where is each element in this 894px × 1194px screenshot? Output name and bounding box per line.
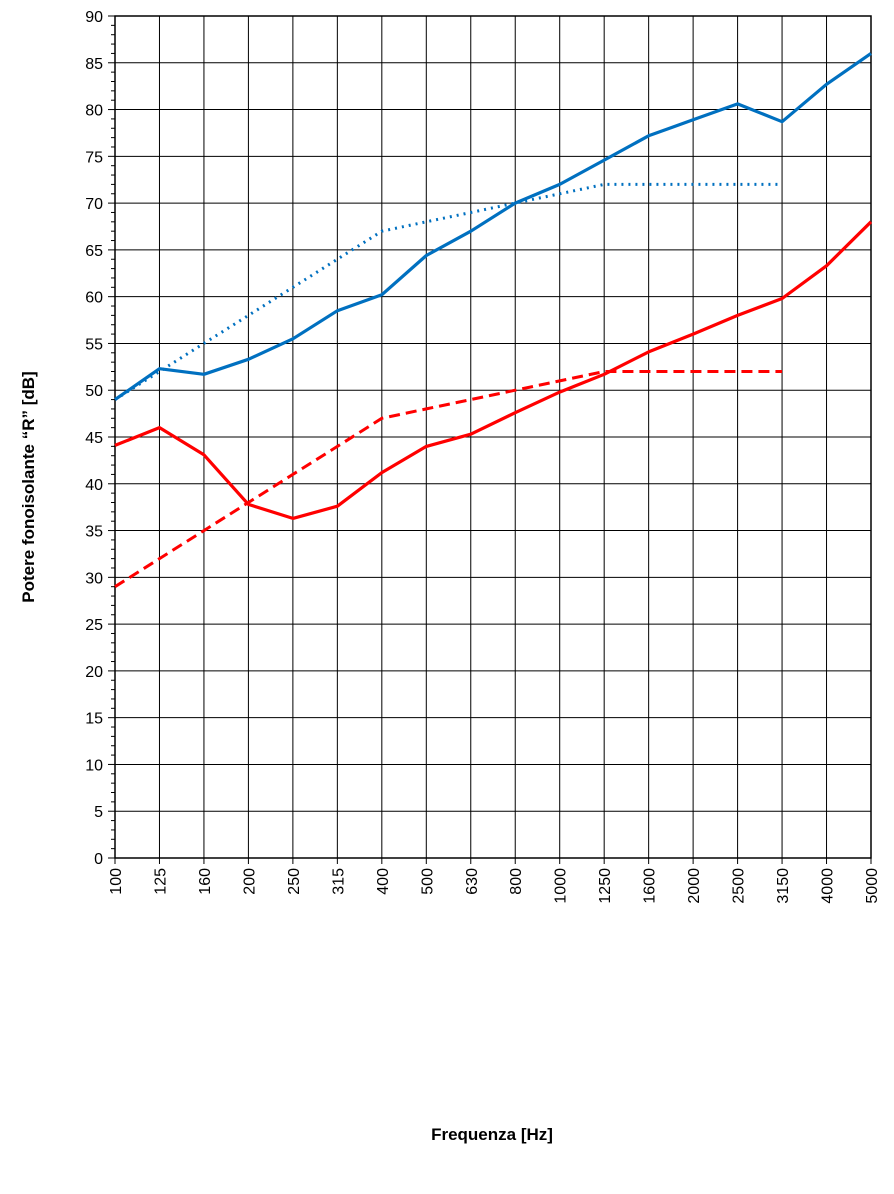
axes xyxy=(108,15,872,864)
x-tick-label: 2000 xyxy=(686,868,703,904)
x-tick-label: 3150 xyxy=(775,868,792,904)
x-tick-label: 500 xyxy=(419,868,436,895)
y-tick-label: 65 xyxy=(85,243,103,260)
series-line-1-solid xyxy=(114,52,872,401)
series-line-3-solid xyxy=(114,220,873,521)
y-tick-label: 0 xyxy=(94,851,103,868)
y-tick-label: 85 xyxy=(85,56,103,73)
x-tick-label: 250 xyxy=(286,868,303,895)
series-line-2-dotted xyxy=(114,182,783,401)
y-tick-label: 60 xyxy=(85,290,103,307)
x-tick-label: 125 xyxy=(152,868,169,895)
series-lines xyxy=(114,52,873,588)
x-tick-label: 1250 xyxy=(597,868,614,904)
y-tick-label: 5 xyxy=(94,804,103,821)
y-tick-label: 70 xyxy=(85,196,103,213)
x-tick-label: 1000 xyxy=(553,868,570,904)
x-tick-label: 4000 xyxy=(820,868,837,904)
series-line-4-dashed xyxy=(114,370,783,588)
x-tick-label: 1600 xyxy=(642,868,659,904)
y-tick-label: 50 xyxy=(85,383,103,400)
x-tick-label: 630 xyxy=(464,868,481,895)
x-tick-label: 315 xyxy=(330,868,347,895)
x-tick-label: 800 xyxy=(508,868,525,895)
x-tick-label: 5000 xyxy=(864,868,881,904)
y-tick-label: 25 xyxy=(85,617,103,634)
x-tick-label: 100 xyxy=(108,868,125,895)
y-tick-label: 35 xyxy=(85,524,103,541)
x-tick-label: 2500 xyxy=(731,868,748,904)
y-tick-label: 75 xyxy=(85,149,103,166)
y-tick-label: 30 xyxy=(85,570,103,587)
x-tick-label: 200 xyxy=(241,868,258,895)
y-axis-title: Potere fonoisolante “R” [dB] xyxy=(19,371,38,602)
y-tick-label: 15 xyxy=(85,711,103,728)
gridlines xyxy=(114,15,872,859)
y-tick-label: 20 xyxy=(85,664,103,681)
tick-labels: 0 5 10 15 20 25 30 35 40 45 50 55 60 65 70 75 80 85 90 100 1… xyxy=(85,9,881,904)
y-tick-label: 80 xyxy=(85,103,103,120)
y-tick-label: 40 xyxy=(85,477,103,494)
y-tick-label: 10 xyxy=(85,757,103,774)
y-tick-label: 45 xyxy=(85,430,103,447)
x-axis-title: Frequenza [Hz] xyxy=(431,1125,553,1144)
x-tick-label: 400 xyxy=(375,868,392,895)
x-tick-label: 160 xyxy=(197,868,214,895)
plot-area-border xyxy=(114,15,872,859)
y-tick-label: 55 xyxy=(85,336,103,353)
y-tick-label: 90 xyxy=(85,9,103,26)
